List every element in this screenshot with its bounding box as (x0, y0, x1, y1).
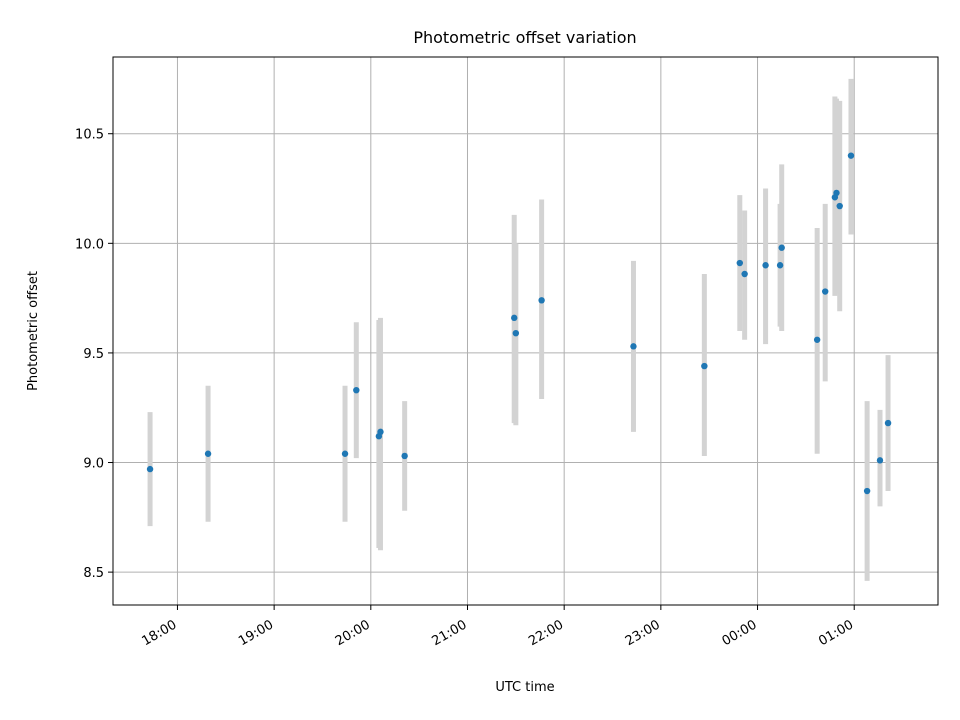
x-axis-label: UTC time (495, 680, 554, 695)
data-point (511, 314, 518, 322)
data-point (146, 465, 154, 473)
x-tick-label: 01:00 (816, 617, 856, 649)
data-point (512, 329, 520, 337)
data-point (876, 457, 884, 464)
data-point (847, 152, 855, 159)
data-point (538, 297, 545, 304)
y-axis-ticks: 8.5 9.0 9.5 10.0 10.5 (75, 128, 113, 581)
data-point (741, 270, 748, 278)
data-point (630, 343, 637, 350)
y-tick-label: 9.0 (83, 457, 104, 472)
plot-area (113, 57, 938, 605)
plot-frame (112, 56, 939, 606)
x-tick-label: 21:00 (430, 617, 470, 649)
y-tick-label: 9.5 (83, 347, 104, 362)
data-point (204, 450, 212, 457)
grid (113, 57, 938, 605)
data-point (863, 487, 871, 495)
data-point (736, 259, 744, 267)
data-points (146, 152, 892, 495)
data-point (776, 262, 784, 269)
x-tick-label: 20:00 (333, 617, 373, 649)
y-tick-label: 8.5 (83, 566, 104, 581)
data-point (701, 362, 708, 370)
x-tick-label: 22:00 (526, 617, 566, 649)
data-point (353, 386, 360, 394)
data-point (836, 202, 843, 210)
data-point (762, 262, 769, 269)
data-point (778, 244, 785, 251)
data-point (401, 452, 408, 460)
y-tick-label: 10.5 (75, 128, 104, 143)
x-axis-ticks: 18:00 19:00 20:00 21:00 22:00 23:00 00:00 01:00 (140, 605, 856, 649)
data-point (833, 189, 840, 197)
data-point (813, 336, 821, 343)
data-point (377, 428, 384, 436)
x-tick-label: 23:00 (623, 617, 663, 649)
data-point (341, 450, 349, 457)
data-point (884, 419, 892, 427)
data-point (822, 288, 829, 295)
y-tick-label: 10.0 (75, 237, 104, 252)
x-tick-label: 19:00 (236, 617, 276, 649)
x-tick-label: 18:00 (140, 617, 180, 649)
x-tick-label: 00:00 (720, 617, 760, 649)
y-axis-label: Photometric offset (26, 271, 41, 391)
chart-title: Photometric offset variation (413, 28, 636, 47)
